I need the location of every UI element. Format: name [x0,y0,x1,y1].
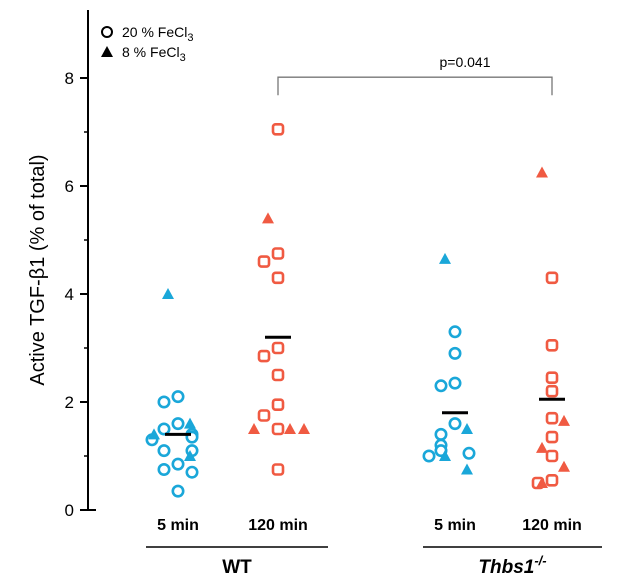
data-point-circle [448,346,462,360]
data-point-circle [545,473,559,487]
data-point-circle [271,271,285,285]
data-point-circle [545,449,559,463]
y-tick-label: 4 [65,285,74,304]
data-point-circle [185,465,199,479]
data-point-circle [545,411,559,425]
y-tick-label: 2 [65,393,74,412]
data-point-circle [422,449,436,463]
data-point-triangle [461,423,473,434]
data-point-circle [434,379,448,393]
data-point-triangle [536,166,548,178]
data-point-triangle [284,423,296,434]
data-point-triangle [184,417,196,429]
group-label: Thbs1-/- [478,553,546,578]
data-point-triangle [148,428,160,440]
data-point-triangle [558,414,570,426]
data-point-circle [257,409,271,422]
data-point-circle [448,376,462,390]
axes [80,10,602,548]
data-point-circle [171,484,185,498]
category-label: 5 min [157,517,199,534]
legend-entry: 20 % FeCl3 [122,24,193,44]
data-point-triangle [558,460,570,472]
category-label: 120 min [248,517,308,534]
data-point-circle [271,123,285,136]
data-point-triangle [298,423,310,434]
data-point-circle [271,341,285,355]
data-point-triangle [184,450,196,461]
data-point-circle [257,349,271,363]
data-point-circle [171,457,185,471]
data-point-circle [171,390,185,404]
data-point-circle [157,422,171,436]
category-label: 5 min [434,517,476,534]
y-axis-label: Active TGF-β1 (% of total) [27,154,49,385]
data-point-circle [545,371,559,385]
p-value-annotation: p=0.041 [440,54,491,70]
category-label: 120 min [522,517,582,534]
data-point-circle [157,462,171,476]
legend-entry: 8 % FeCl3 [122,44,186,64]
data-point-circle [545,338,559,352]
data-point-triangle [461,463,473,475]
data-point-circle [448,417,462,431]
legend-circle-marker [101,26,113,38]
data-marks [145,123,570,498]
data-point-triangle [439,252,451,264]
data-point-circle [271,398,285,412]
data-point-circle [271,368,285,382]
data-point-triangle [162,288,174,299]
data-point-circle [545,430,559,444]
data-point-circle [462,446,476,460]
data-point-circle [257,255,271,268]
data-point-circle [157,395,171,409]
data-point-triangle [536,477,548,488]
data-point-triangle [262,212,274,224]
legend-triangle-marker [101,46,113,57]
data-point-triangle [536,441,548,453]
data-point-circle [271,463,285,476]
y-tick-label: 8 [65,69,74,88]
data-point-circle [171,417,185,431]
data-point-circle [157,444,171,458]
y-tick-label: 6 [65,177,74,196]
significance-bracket [277,76,553,96]
data-point-triangle [248,423,260,434]
data-point-circle [434,427,448,441]
y-tick-label: 0 [65,501,74,520]
data-point-circle [448,325,462,339]
data-point-circle [545,384,559,398]
data-point-circle [271,422,285,436]
labels: 0 2 4 6 8 Active TGF-β1 (% of total) 5 min 120 … [27,24,582,578]
data-point-circle [271,247,285,260]
data-point-circle [545,271,559,285]
data-point-triangle [439,450,451,461]
group-label: WT [222,557,252,578]
